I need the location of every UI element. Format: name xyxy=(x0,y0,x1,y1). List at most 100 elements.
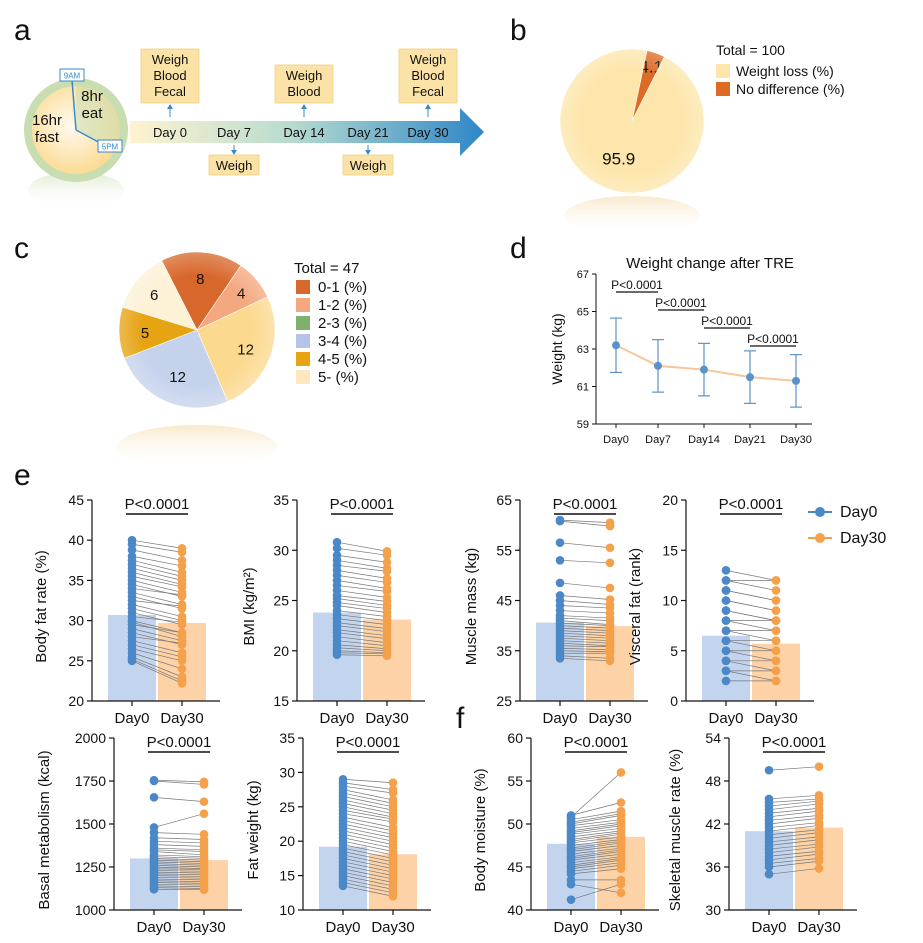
pair-line-e4-2 xyxy=(725,580,777,591)
pair-line-e6-15 xyxy=(342,830,394,842)
ytick-label-f1-1: 45 xyxy=(507,859,523,875)
pvalue-label-e3: P<0.0001 xyxy=(553,496,618,513)
xtick-label-e2-0: Day0 xyxy=(319,710,354,727)
point-e1-day0-2 xyxy=(127,545,137,555)
pair-line-f2-21 xyxy=(768,868,820,875)
pair-line-e6-1 xyxy=(342,782,394,790)
chart-d-comparison-label-2: P<0.0001 xyxy=(701,314,753,328)
pair-line-e6-18 xyxy=(342,840,394,852)
chart-d-point-3 xyxy=(746,373,754,382)
point-f2-day30-0 xyxy=(814,762,824,771)
pair-line-e5-25 xyxy=(153,878,205,881)
pair-line-e3-20 xyxy=(559,642,611,647)
xtick-label-e4-0: Day0 xyxy=(708,710,743,727)
point-e4-day0-14 xyxy=(721,636,731,645)
chart-d-xtick-label-2: Day14 xyxy=(688,434,720,446)
point-e1-day30-28 xyxy=(177,664,187,674)
pair-line-e5-26 xyxy=(153,880,205,882)
pair-line-e2-4 xyxy=(336,564,388,572)
point-e4-day0-18 xyxy=(721,656,731,666)
point-f1-day0-27 xyxy=(566,869,576,879)
pair-line-e3-9 xyxy=(559,615,611,619)
point-e4-day0-4 xyxy=(721,586,731,595)
point-e1-day30-14 xyxy=(177,601,187,611)
pair-line-e4-18 xyxy=(725,660,777,672)
pair-line-f1-18 xyxy=(570,847,622,855)
pair-line-e5-2 xyxy=(153,796,205,802)
bar-chart-f1: 40 45 50 55 60 Day0 Day30 Body moisture (%) P<0.… xyxy=(472,730,659,936)
pair-line-e1-14 xyxy=(131,600,183,607)
ytick-label-e3-1: 35 xyxy=(496,643,512,659)
pair-line-e6-13 xyxy=(342,823,394,835)
pair-line-e2-1 xyxy=(336,547,388,556)
bar-chart-e2: 15 20 25 30 35 Day0 Day30 BMI (kg/m²) P<0.0001 xyxy=(241,492,425,727)
ylabel-e3: Muscle mass (kg) xyxy=(463,548,480,666)
point-e4-day30-19 xyxy=(771,666,781,676)
point-f2-day30-21 xyxy=(814,864,824,873)
pair-line-e1-18 xyxy=(131,616,183,623)
ytick-label-e3-0: 25 xyxy=(496,693,512,709)
pair-line-e2-25 xyxy=(336,650,388,654)
pair-line-e3-6 xyxy=(559,600,611,605)
point-e3-day30-1 xyxy=(605,521,615,531)
ytick-label-e6-3: 25 xyxy=(279,799,295,815)
point-e4-day0-16 xyxy=(721,646,731,656)
pair-line-e6-4 xyxy=(342,792,394,804)
point-e5-day30-3 xyxy=(199,809,209,818)
pair-line-e3-1 xyxy=(559,520,611,527)
pair-line-f1-3 xyxy=(570,813,622,823)
text-line: Weigh xyxy=(286,68,323,83)
pie-b-total: Total = 100 xyxy=(716,42,785,58)
pair-line-f1-24 xyxy=(570,859,622,868)
pair-line-e5-13 xyxy=(153,858,205,861)
pair-line-e2-15 xyxy=(336,614,388,621)
panel-letter-a: a xyxy=(14,14,31,47)
pair-line-e3-10 xyxy=(559,617,611,621)
ytick-label-f1-4: 60 xyxy=(507,730,523,746)
pair-line-f1-19 xyxy=(570,849,622,858)
legend-e-label-0: Day0 xyxy=(840,504,877,521)
pair-line-f1-0 xyxy=(570,802,622,816)
xtick-label-e3-0: Day0 xyxy=(542,710,577,727)
pair-line-e5-23 xyxy=(153,875,205,877)
pair-line-e6-7 xyxy=(342,803,394,815)
pair-line-e2-13 xyxy=(336,605,388,613)
ytick-label-e1-3: 35 xyxy=(68,572,84,588)
pair-line-e6-23 xyxy=(342,858,394,870)
panel-letter-c: c xyxy=(14,232,29,265)
legend-b-label-0: Weight loss (%) xyxy=(736,63,834,79)
ytick-label-e2-4: 35 xyxy=(273,492,289,508)
pair-line-e5-12 xyxy=(153,856,205,859)
xtick-label-e6-0: Day0 xyxy=(325,919,360,936)
ytick-label-e6-0: 10 xyxy=(279,902,295,918)
pair-line-e1-5 xyxy=(131,563,183,577)
ytick-label-e3-4: 65 xyxy=(496,492,512,508)
pair-line-e4-4 xyxy=(725,590,777,601)
pair-line-e6-14 xyxy=(342,827,394,839)
pair-line-f2-4 xyxy=(768,803,820,811)
ytick-label-e1-2: 30 xyxy=(68,613,84,629)
pair-line-e6-29 xyxy=(342,878,394,890)
legend-c-swatch-5 xyxy=(296,370,310,384)
pair-line-e5-3 xyxy=(153,813,205,828)
pair-line-e1-10 xyxy=(131,584,183,597)
point-e6-day30-31 xyxy=(388,891,398,901)
pair-line-e1-0 xyxy=(131,539,183,549)
ytick-label-e5-0: 1000 xyxy=(75,902,106,918)
pair-line-e6-16 xyxy=(342,833,394,845)
point-e2-day30-1 xyxy=(382,550,392,560)
pair-line-e5-15 xyxy=(153,861,205,864)
pair-line-f1-15 xyxy=(570,840,622,849)
pair-line-e5-18 xyxy=(153,866,205,870)
pair-line-f1-8 xyxy=(570,825,622,833)
pair-line-e5-20 xyxy=(153,870,205,872)
pair-line-e1-26 xyxy=(131,644,183,658)
bar-chart-e1: 20 25 30 35 40 45 Day0 Day30 Body fat rate (%) P<… xyxy=(33,492,220,727)
pair-line-e1-22 xyxy=(131,628,183,642)
pair-line-e4-14 xyxy=(725,640,777,652)
chart-d-line xyxy=(615,344,797,382)
point-e4-day30-11 xyxy=(771,626,781,635)
point-e2-day30-4 xyxy=(382,567,392,576)
pair-line-f2-17 xyxy=(768,850,820,857)
ylabel-f2: Skeletal muscle rate (%) xyxy=(667,749,684,912)
